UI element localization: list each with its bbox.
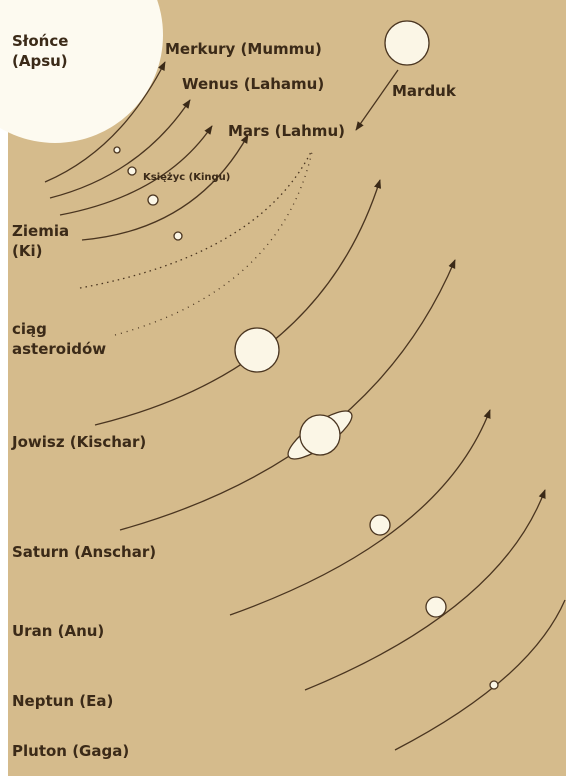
label: Wenus (Lahamu) — [182, 75, 324, 93]
label: (Ki) — [12, 242, 42, 260]
label: Saturn (Anschar) — [12, 543, 156, 561]
diagram: Słońce (Apsu) Merkury (Mummu) Wenus (Lah… — [0, 0, 566, 776]
label: Ziemia — [12, 222, 69, 240]
label: Uran (Anu) — [12, 622, 104, 640]
label: Mars (Lahmu) — [228, 122, 345, 140]
label: Merkury (Mummu) — [165, 40, 322, 58]
label: ciąg — [12, 320, 47, 338]
label: Księżyc (Kingu) — [143, 172, 230, 183]
label: Słońce — [12, 32, 68, 50]
label: Pluton (Gaga) — [12, 742, 129, 760]
label: asteroidów — [12, 340, 106, 358]
label: Jowisz (Kischar) — [11, 433, 146, 451]
label: Marduk — [392, 82, 457, 100]
label: Neptun (Ea) — [12, 692, 113, 710]
label: (Apsu) — [12, 52, 68, 70]
